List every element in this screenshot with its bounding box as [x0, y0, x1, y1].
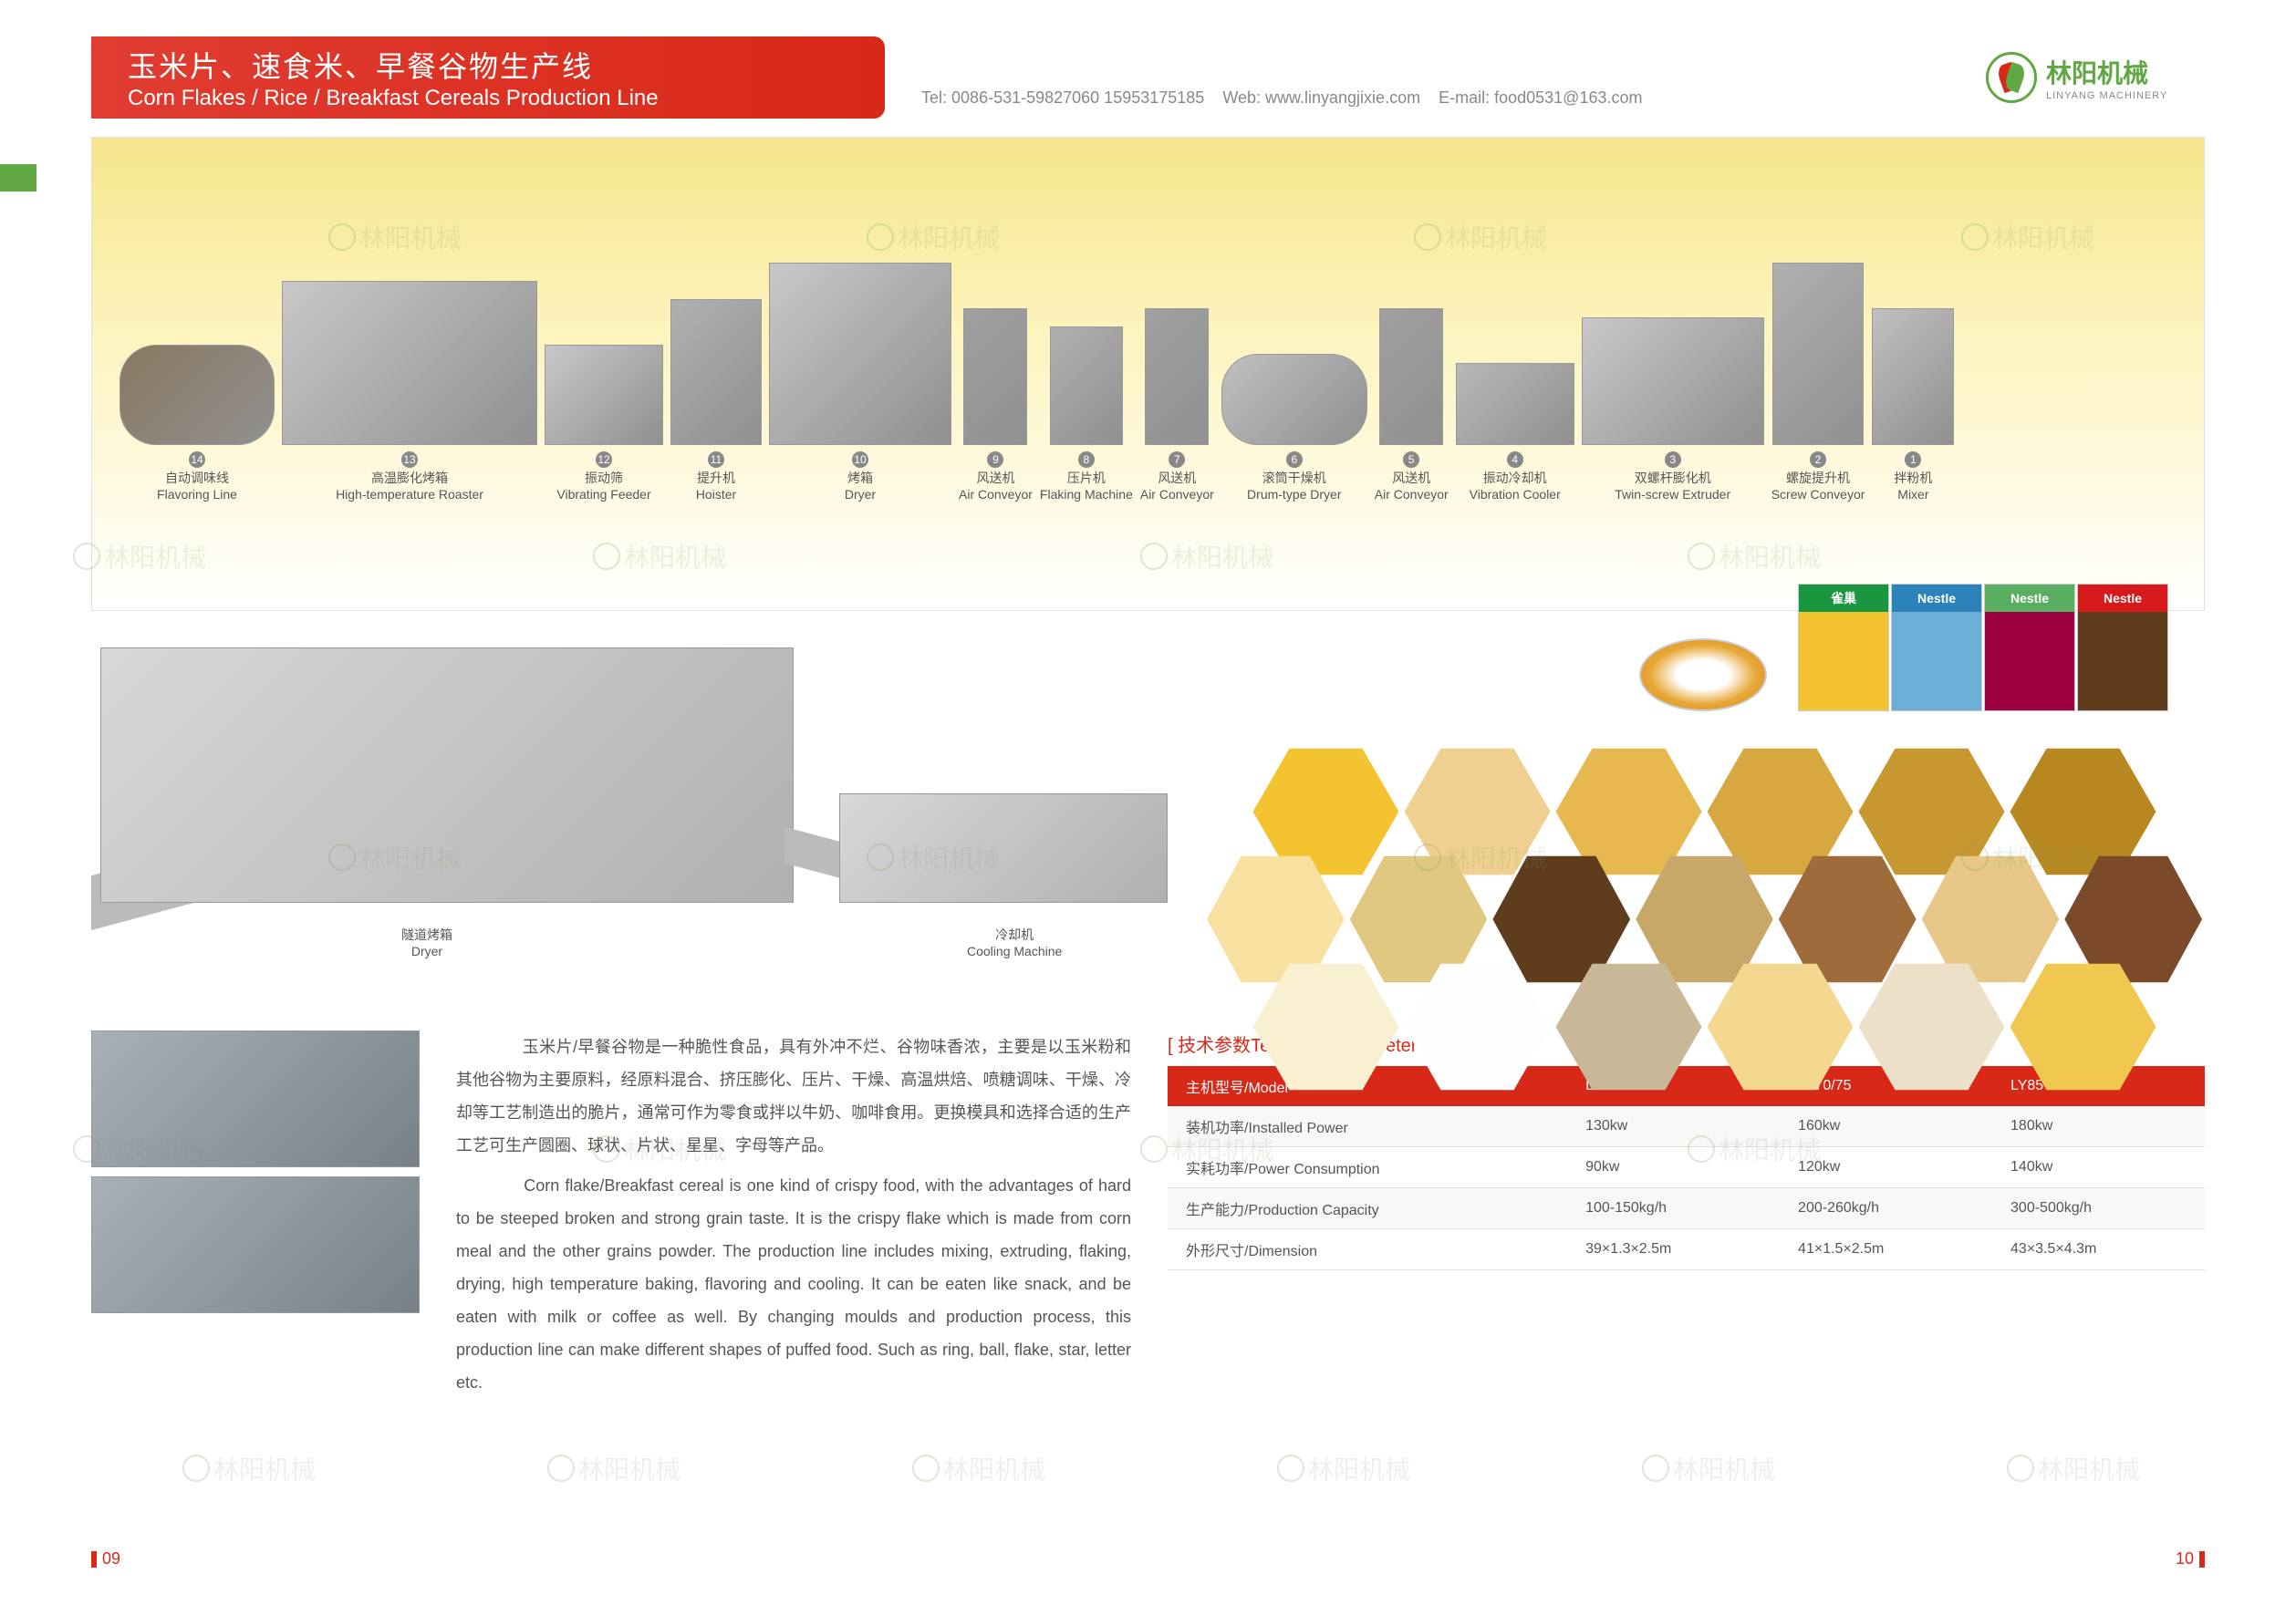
- machine-label: 2螺旋提升机Screw Conveyor: [1771, 450, 1865, 502]
- machine-icon: [1456, 363, 1574, 445]
- machine-air-conveyor: 5风送机Air Conveyor: [1375, 308, 1449, 502]
- machine-flaking-machine: 8压片机Flaking Machine: [1040, 326, 1133, 502]
- machine-icon: [545, 345, 663, 445]
- contact-bar: Tel: 0086-531-59827060 15953175185 Web: …: [885, 36, 1986, 119]
- cereal-boxes: 雀巢NestleNestleNestle: [1798, 584, 2168, 711]
- factory-photo: [91, 1176, 420, 1313]
- machine-icon: [1221, 354, 1367, 445]
- table-row: 实耗功率/Power Consumption90kw120kw140kw: [1168, 1147, 2205, 1188]
- cooling-machine: [839, 793, 1168, 903]
- factory-photos: [91, 1030, 420, 1406]
- machine-icon: [1772, 263, 1864, 445]
- machine-mixer: 1拌粉机Mixer: [1872, 308, 1954, 502]
- page-number-right: 10: [2176, 1549, 2205, 1569]
- cereal-bowl-icon: [1639, 638, 1767, 711]
- machine-icon: [670, 299, 762, 445]
- machine-label: 10烤箱Dryer: [845, 450, 876, 502]
- machine-label: 3双螺杆膨化机Twin-screw Extruder: [1615, 450, 1730, 502]
- dryer-label: 隧道烤箱 Dryer: [401, 927, 452, 959]
- page-number-left: 09: [91, 1549, 120, 1569]
- machine-icon: [769, 263, 951, 445]
- machine-drum-type-dryer: 6滚筒干燥机Drum-type Dryer: [1221, 354, 1367, 502]
- logo-cn: 林阳机械: [2046, 54, 2167, 90]
- hexagon-grid: [1204, 739, 2205, 1100]
- tel: Tel: 0086-531-59827060 15953175185: [921, 88, 1204, 108]
- cereal-box: Nestle: [1984, 584, 2075, 711]
- cereal-box: Nestle: [2077, 584, 2168, 711]
- description: 玉米片/早餐谷物是一种脆性食品，具有外冲不烂、谷物味香浓，主要是以玉米粉和其他谷…: [456, 1030, 1131, 1406]
- desc-en: Corn flake/Breakfast cereal is one kind …: [456, 1169, 1131, 1399]
- machine-icon: [1872, 308, 1954, 445]
- watermark: 林阳机械: [1642, 1450, 1775, 1486]
- machine-label: 6滚筒干燥机Drum-type Dryer: [1247, 450, 1341, 502]
- product-showcase: 雀巢NestleNestleNestle: [1204, 620, 2205, 1012]
- machine-hoister: 11提升机Hoister: [670, 299, 762, 502]
- title-bar: 玉米片、速食米、早餐谷物生产线 Corn Flakes / Rice / Bre…: [91, 36, 885, 119]
- cereal-box: Nestle: [1891, 584, 1982, 711]
- machine-label: 1拌粉机Mixer: [1894, 450, 1932, 502]
- machine-screw-conveyor: 2螺旋提升机Screw Conveyor: [1771, 263, 1865, 502]
- second-row: 隧道烤箱 Dryer 冷却机 Cooling Machine 雀巢NestleN…: [91, 620, 2205, 1012]
- machine-label: 8压片机Flaking Machine: [1040, 450, 1133, 502]
- machine-label: 4振动冷却机Vibration Cooler: [1470, 450, 1561, 502]
- watermark: 林阳机械: [912, 1450, 1045, 1486]
- desc-cn: 玉米片/早餐谷物是一种脆性食品，具有外冲不烂、谷物味香浓，主要是以玉米粉和其他谷…: [456, 1030, 1131, 1162]
- watermark: 林阳机械: [2007, 1450, 2140, 1486]
- tunnel-dryer: [100, 647, 794, 903]
- machine-vibration-cooler: 4振动冷却机Vibration Cooler: [1456, 363, 1574, 502]
- machine-icon: [1145, 308, 1209, 445]
- machine-label: 13高温膨化烤箱High-temperature Roaster: [336, 450, 483, 502]
- machine-vibrating-feeder: 12振动筛Vibrating Feeder: [545, 345, 663, 502]
- cereal-box: 雀巢: [1798, 584, 1889, 711]
- table-row: 生产能力/Production Capacity100-150kg/h200-2…: [1168, 1188, 2205, 1229]
- logo-en: LINYANG MACHINERY: [2046, 90, 2167, 101]
- machine-icon: [1379, 308, 1443, 445]
- logo: 林阳机械 LINYANG MACHINERY: [1986, 36, 2205, 119]
- machine-icon: [963, 308, 1027, 445]
- green-tab: [0, 164, 36, 192]
- header: 玉米片、速食米、早餐谷物生产线 Corn Flakes / Rice / Bre…: [91, 36, 2205, 119]
- email: E-mail: food0531@163.com: [1439, 88, 1642, 108]
- machine-icon: [1582, 317, 1764, 445]
- title-cn: 玉米片、速食米、早餐谷物生产线: [128, 44, 848, 86]
- machine-icon: [119, 345, 275, 445]
- machine-dryer: 10烤箱Dryer: [769, 263, 951, 502]
- watermark: 林阳机械: [1277, 1450, 1410, 1486]
- logo-leaf-icon: [1986, 52, 2037, 103]
- machine-label: 11提升机Hoister: [696, 450, 736, 502]
- watermark: 林阳机械: [182, 1450, 316, 1486]
- table-row: 外形尺寸/Dimension39×1.3×2.5m41×1.5×2.5m43×3…: [1168, 1229, 2205, 1270]
- machine-high-temperature-roaster: 13高温膨化烤箱High-temperature Roaster: [282, 281, 537, 502]
- machine-flavoring-line: 14自动调味线Flavoring Line: [119, 345, 275, 502]
- watermark: 林阳机械: [547, 1450, 680, 1486]
- machine-label: 5风送机Air Conveyor: [1375, 450, 1449, 502]
- machine-air-conveyor: 9风送机Air Conveyor: [959, 308, 1033, 502]
- machine-label: 14自动调味线Flavoring Line: [157, 450, 237, 502]
- machine-icon: [1050, 326, 1123, 445]
- table-row: 装机功率/Installed Power130kw160kw180kw: [1168, 1106, 2205, 1147]
- machine-label: 12振动筛Vibrating Feeder: [556, 450, 650, 502]
- production-line-diagram: 14自动调味线Flavoring Line 13高温膨化烤箱High-temper…: [91, 137, 2205, 611]
- title-en: Corn Flakes / Rice / Breakfast Cereals P…: [128, 86, 848, 111]
- machine-label: 9风送机Air Conveyor: [959, 450, 1033, 502]
- machine-icon: [282, 281, 537, 445]
- machine-label: 7风送机Air Conveyor: [1140, 450, 1214, 502]
- machine-twin-screw-extruder: 3双螺杆膨化机Twin-screw Extruder: [1582, 317, 1764, 502]
- cooler-label: 冷却机 Cooling Machine: [967, 927, 1062, 959]
- factory-photo: [91, 1030, 420, 1167]
- web: Web: www.linyangjixie.com: [1222, 88, 1420, 108]
- machine-air-conveyor: 7风送机Air Conveyor: [1140, 308, 1214, 502]
- second-machines: 隧道烤箱 Dryer 冷却机 Cooling Machine: [91, 620, 1186, 1012]
